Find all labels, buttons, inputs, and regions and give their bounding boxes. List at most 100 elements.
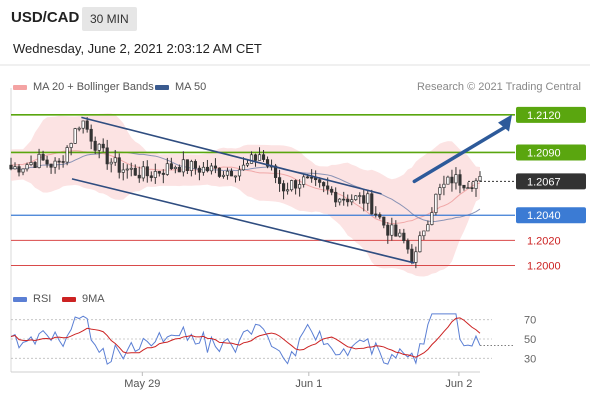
candle [358,192,362,204]
candle [145,160,149,183]
candle [29,155,33,166]
candle [237,165,242,181]
candle [430,207,434,226]
channel-upper-line [81,116,382,195]
candle [454,167,458,190]
candle [137,166,141,183]
level-tag-1.2120: 1.2120 [516,106,586,123]
legend-bollinger: MA 20 + Bollinger Bands [13,81,154,93]
candle [181,151,185,177]
candle [217,167,222,178]
level-label-1.2090: 1.2090 [527,147,561,159]
candle [165,157,169,176]
candle [253,153,258,167]
candle [265,156,270,169]
candle [406,238,410,254]
candle [249,151,254,164]
ma9-label: 9MA [82,293,105,305]
candle [153,163,157,184]
candle [450,169,454,192]
legend-ma50: MA 50 [155,81,206,93]
candle [85,117,89,133]
candle [45,155,49,168]
candle [458,169,462,194]
candle [281,180,286,200]
candle [113,149,117,166]
candle [362,188,366,212]
candle [446,175,450,185]
symbol-title: USD/CAD [11,9,80,26]
candle [442,175,446,196]
candle [402,228,406,244]
level-tag-1.2090: 1.2090 [516,144,586,161]
candle [97,143,101,159]
rsi-ma9-line [10,317,481,358]
candle [261,149,266,162]
candle [93,136,97,155]
candle [129,162,133,177]
candle [13,162,17,170]
candle [382,216,386,229]
level-label-1.2040: 1.2040 [527,210,561,222]
rsi-tick-50: 50 [524,334,536,346]
candle [33,160,37,168]
level-tag-1.2067: 1.2067 [516,173,586,190]
candle [41,150,45,161]
candle [121,163,125,181]
forecast-arrow-head [498,114,512,132]
level-label-1.2120: 1.2120 [527,110,561,122]
candle [25,162,29,172]
candle [89,124,93,150]
candle [37,148,41,169]
timestamp: Wednesday, June 2, 2021 2:03:12 AM CET [13,41,262,56]
candle [161,169,165,184]
candle [434,193,438,216]
rsi-line [10,313,481,365]
candle [398,229,402,238]
candle [286,182,290,195]
candle [414,246,418,269]
candle [209,162,214,175]
candle [177,164,181,173]
candle [73,127,77,144]
level-label-1.2000: 1.2000 [527,260,561,272]
legend-rsi: RSI [13,293,51,305]
level-label-1.2067: 1.2067 [527,176,561,188]
candle [342,191,346,206]
candle [318,177,322,188]
candle [257,147,262,161]
ma9-swatch [62,296,76,302]
candle [141,161,145,182]
candle [9,157,13,171]
ma50-label: MA 50 [175,81,207,93]
candle [462,184,466,191]
rsi-tick-30: 30 [524,353,536,365]
ma50-swatch [155,84,169,90]
candle [225,167,230,180]
candle [338,198,342,206]
candle [233,175,238,183]
candle [422,230,426,241]
candle [474,178,478,197]
candle [21,168,25,176]
level-label-1.2020: 1.2020 [527,235,561,247]
candle [61,155,65,168]
rsi-tick-70: 70 [524,315,536,327]
candle [133,164,137,176]
candle [370,189,374,215]
candle [117,153,121,179]
candle [197,165,201,181]
candle [354,195,358,201]
candle [294,179,298,195]
candle [302,174,306,188]
candle [470,182,474,192]
candle [378,212,382,220]
bollinger-swatch [13,84,27,90]
candle [221,170,226,179]
timeframe-badge[interactable]: 30 MIN [82,7,137,31]
candle [426,220,430,232]
candle [69,142,73,156]
candle [17,164,21,177]
candle [366,189,370,211]
